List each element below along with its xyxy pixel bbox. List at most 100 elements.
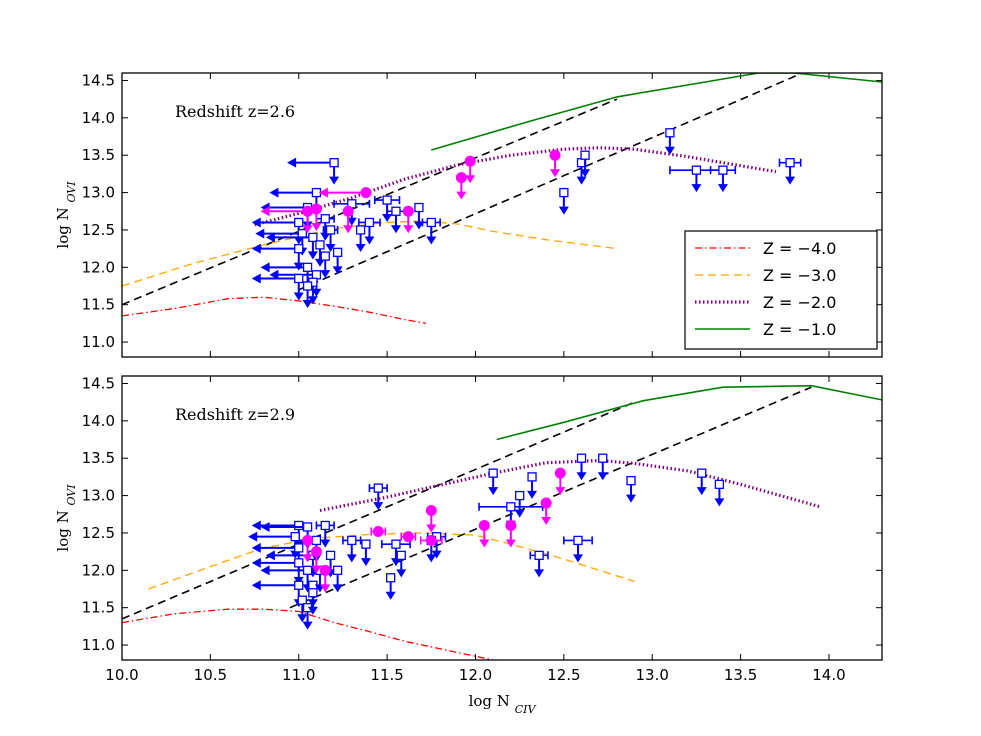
- open-square-marker: [785, 158, 795, 168]
- upper-limit-arrowhead: [413, 221, 424, 230]
- data-point-blue: [302, 603, 313, 630]
- y-tick-label: 13.5: [82, 449, 115, 467]
- data-point-blue: [342, 535, 362, 563]
- data-point-blue: [297, 595, 308, 623]
- filled-circle-marker: [342, 205, 354, 217]
- y-tick-label: 14.0: [82, 109, 115, 127]
- open-square-marker: [325, 225, 336, 235]
- upper-limit-arrowhead: [456, 191, 467, 200]
- data-point-blue: [381, 539, 411, 567]
- upper-limit-arrowhead: [573, 554, 583, 563]
- limit-arrowhead-left: [260, 521, 270, 532]
- open-square-marker: [598, 453, 608, 463]
- upper-limit-arrowhead: [302, 554, 313, 563]
- data-point-magenta: [554, 467, 566, 496]
- upper-limit-arrowhead: [431, 550, 442, 559]
- filled-circle-marker: [505, 519, 517, 531]
- legend-label-z1: Z = −1.0: [763, 320, 836, 339]
- open-square-marker: [332, 565, 343, 575]
- data-point-blue: [576, 453, 587, 481]
- x-tick-label: 10.5: [194, 666, 227, 684]
- upper-limit-arrowhead: [426, 236, 437, 245]
- upper-limit-arrowhead: [382, 214, 393, 223]
- data-point-blue: [322, 225, 339, 252]
- data-point-magenta: [310, 546, 322, 574]
- model-curve-z1: [496, 384, 882, 441]
- upper-limit-arrowhead: [426, 524, 437, 533]
- data-point-blue: [529, 550, 549, 578]
- open-square-marker: [697, 468, 707, 478]
- filled-circle-marker: [464, 155, 476, 167]
- y-tick-label: 14.0: [82, 412, 115, 430]
- data-point-blue: [315, 214, 335, 241]
- upper-limit-arrowhead: [320, 539, 331, 548]
- upper-limit-arrowhead: [576, 472, 587, 481]
- data-point-magenta: [464, 155, 476, 184]
- upper-limit-arrowhead: [426, 554, 437, 563]
- open-square-marker: [691, 165, 702, 175]
- data-point-blue: [368, 483, 388, 511]
- upper-limit-arrowhead: [329, 176, 340, 185]
- redshift-annotation: Redshift z=2.6: [175, 102, 295, 121]
- open-square-marker: [302, 281, 313, 291]
- upper-limit-arrowhead: [696, 487, 707, 496]
- filled-circle-marker: [540, 497, 552, 509]
- open-square-marker: [426, 217, 436, 228]
- data-point-blue: [488, 468, 499, 496]
- filled-circle-marker: [360, 187, 372, 199]
- data-point-blue: [260, 565, 313, 593]
- data-point-blue: [563, 535, 593, 563]
- legend-label-z2: Z = −2.0: [763, 293, 836, 312]
- open-square-marker: [534, 550, 544, 561]
- data-point-blue: [626, 475, 637, 503]
- y-tick-label: 13.0: [82, 184, 115, 202]
- data-point-magenta: [540, 497, 552, 526]
- legend-label-z3: Z = −3.0: [763, 266, 836, 285]
- upper-limit-arrowhead: [307, 296, 318, 305]
- open-square-marker: [414, 202, 424, 213]
- data-point-blue: [332, 247, 343, 275]
- filled-circle-marker: [319, 564, 331, 576]
- open-square-marker: [302, 522, 313, 532]
- limit-arrowhead-left: [251, 243, 261, 254]
- y-tick-label: 12.0: [82, 561, 115, 579]
- data-point-blue: [386, 206, 406, 234]
- x-tick-label: 11.0: [282, 666, 315, 684]
- upper-limit-arrowhead: [576, 176, 587, 185]
- open-square-marker: [559, 187, 569, 198]
- open-square-marker: [294, 217, 304, 228]
- open-square-marker: [302, 262, 313, 272]
- y-tick-label: 12.5: [82, 524, 115, 542]
- diagonal-line: [289, 386, 812, 609]
- data-point-magenta: [419, 534, 443, 546]
- filled-circle-marker: [554, 467, 566, 479]
- open-square-marker: [355, 225, 366, 235]
- x-axis-label: log N CIV: [469, 692, 537, 716]
- upper-limit-arrowhead: [311, 565, 322, 574]
- open-square-marker: [315, 240, 325, 250]
- data-point-blue: [251, 580, 304, 608]
- open-square-marker: [506, 502, 516, 512]
- limit-arrowhead-left: [318, 187, 328, 198]
- model-curve-z2: [319, 458, 821, 513]
- x-tick-label: 12.5: [547, 666, 580, 684]
- axes-frame: [121, 375, 883, 661]
- data-point-magenta: [425, 505, 437, 533]
- y-tick-label: 11.0: [82, 333, 115, 351]
- data-point-magenta: [400, 531, 417, 543]
- upper-limit-arrowhead: [390, 558, 401, 567]
- data-point-blue: [360, 539, 371, 567]
- data-point-blue: [265, 232, 318, 260]
- limit-arrowhead-left: [287, 157, 297, 168]
- open-square-marker: [320, 214, 330, 224]
- filled-circle-marker: [425, 534, 437, 546]
- data-point-magenta: [478, 519, 490, 548]
- limit-arrowhead-left: [251, 520, 261, 531]
- data-point-magenta: [370, 525, 387, 537]
- filled-circle-marker: [455, 172, 467, 184]
- x-tick-label: 11.5: [370, 666, 403, 684]
- open-square-marker: [325, 550, 336, 561]
- upper-limit-arrowhead: [343, 225, 354, 234]
- y-tick-label: 12.0: [82, 258, 115, 276]
- data-point-blue: [597, 453, 608, 481]
